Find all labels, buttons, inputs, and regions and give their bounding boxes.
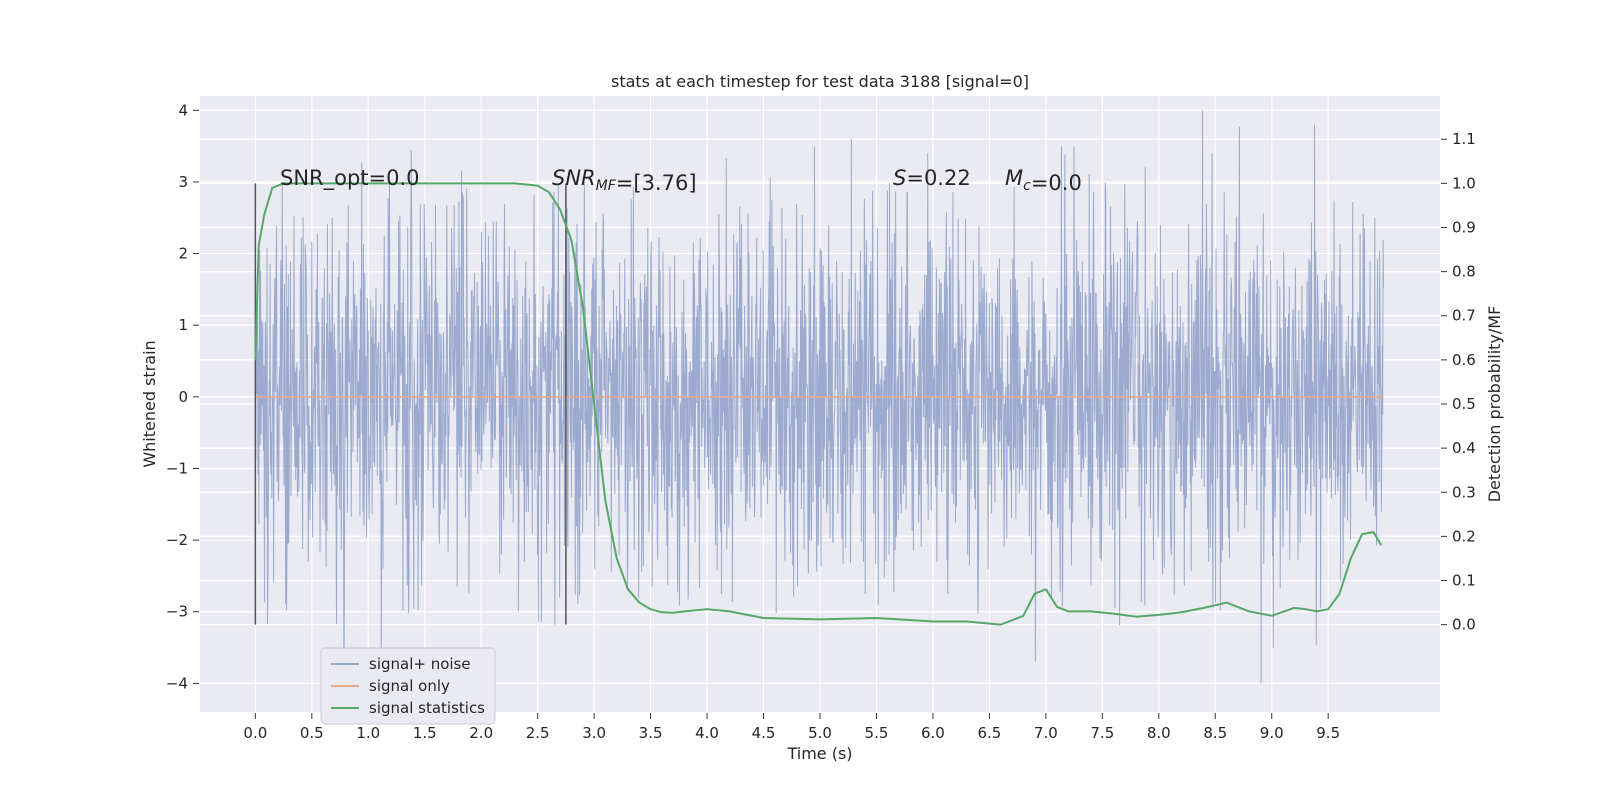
y2-tick-label: 0.9: [1452, 218, 1476, 236]
x-tick-label: 5.5: [865, 724, 889, 742]
legend: signal+ noise signal only signal statist…: [320, 647, 496, 725]
annotation-part: =0.22: [906, 166, 970, 190]
x-tick-label: 1.5: [413, 724, 437, 742]
x-tick-label: 7.0: [1034, 724, 1058, 742]
annotation-part: SNR: [552, 166, 596, 190]
x-axis-label: Time (s): [786, 744, 852, 763]
y-tick-label: 4: [178, 101, 188, 119]
annotation-4: Mc=0.0: [1005, 166, 1082, 195]
signal-statistics-line: [254, 182, 1383, 626]
y2-tick-label: 1.0: [1452, 174, 1476, 192]
x-tick-label: 5.0: [808, 724, 832, 742]
y-tick-label: 2: [178, 245, 188, 263]
y-axis-label: Whitened strain: [140, 340, 159, 467]
annotation-2: SNRMF=[3.76]: [552, 166, 697, 195]
x-tick-label: 9.0: [1260, 724, 1284, 742]
x-tick-label: 2.0: [469, 724, 493, 742]
y-tick-label: 0: [178, 388, 188, 406]
y-axis-ticks: −4 −3 −2 −1 0 1 2 3 4: [166, 101, 199, 692]
y-tick-label: −4: [166, 674, 188, 692]
x-tick-label: 3.5: [639, 724, 663, 742]
y-tick-label: 1: [178, 316, 188, 334]
y2-tick-label: 0.5: [1452, 395, 1476, 413]
x-tick-label: 4.0: [695, 724, 719, 742]
legend-label-signal-noise: signal+ noise: [369, 655, 471, 673]
x-tick-label: 4.5: [752, 724, 776, 742]
y2-tick-label: 0.6: [1452, 351, 1476, 369]
x-tick-label: 3.0: [582, 724, 606, 742]
annotation-part: MF: [596, 178, 617, 194]
annotation-part: =[3.76]: [616, 171, 697, 195]
marker-lines: [254, 183, 567, 625]
y2-axis-label: Detection probability/MF: [1485, 306, 1504, 503]
x-tick-label: 7.5: [1090, 724, 1114, 742]
y2-tick-label: 0.7: [1452, 307, 1476, 325]
x-tick-label: 6.0: [921, 724, 945, 742]
y2-tick-label: 0.1: [1452, 572, 1476, 590]
x-tick-label: 0.5: [300, 724, 324, 742]
chart-title: stats at each timestep for test data 318…: [611, 72, 1029, 91]
annotation-part: SNR_opt=0.0: [280, 166, 420, 191]
annotations: SNR_opt=0.0 SNRMF=[3.76] S=0.22 Mc=0.0: [280, 166, 1082, 195]
y-tick-label: −1: [166, 459, 188, 477]
x-tick-label: 2.5: [526, 724, 550, 742]
annotation-1: SNR_opt=0.0: [280, 166, 420, 191]
y2-tick-label: 0.3: [1452, 483, 1476, 501]
y2-tick-label: 0.2: [1452, 527, 1476, 545]
signal-noise-series: [254, 110, 1385, 684]
legend-label-signal-statistics: signal statistics: [369, 699, 485, 717]
y-tick-label: 3: [178, 173, 188, 191]
y2-tick-label: 0.4: [1452, 439, 1476, 457]
annotation-3: S=0.22: [893, 166, 971, 190]
signal-noise-line: [254, 110, 1385, 684]
x-tick-label: 0.0: [243, 724, 267, 742]
x-tick-label: 9.5: [1316, 724, 1340, 742]
annotation-part: S: [893, 166, 906, 190]
legend-box: [320, 647, 496, 725]
y2-tick-label: 1.1: [1452, 130, 1476, 148]
y2-tick-label: 0.0: [1452, 616, 1476, 634]
annotation-part: =0.0: [1031, 171, 1082, 195]
x-tick-label: 6.5: [977, 724, 1001, 742]
x-tick-label: 8.5: [1203, 724, 1227, 742]
annotation-part: c: [1023, 178, 1031, 194]
annotation-part: M: [1005, 166, 1023, 190]
signal-statistics-series: [254, 182, 1383, 626]
x-tick-label: 1.0: [356, 724, 380, 742]
y2-axis-ticks: 0.0 0.1 0.2 0.3 0.4 0.5 0.6 0.7 0.8 0.9 1.0 1.1: [1441, 130, 1476, 634]
y-tick-label: −2: [166, 531, 188, 549]
legend-label-signal-only: signal only: [369, 677, 450, 695]
x-tick-label: 8.0: [1147, 724, 1171, 742]
y2-tick-label: 0.8: [1452, 263, 1476, 281]
y-tick-label: −3: [166, 603, 188, 621]
x-axis-ticks: 0.0 0.5 1.0 1.5 2.0 2.5 3.0 3.5 4.0 4.5 5.0 5.5 6.0 6…: [243, 713, 1340, 742]
